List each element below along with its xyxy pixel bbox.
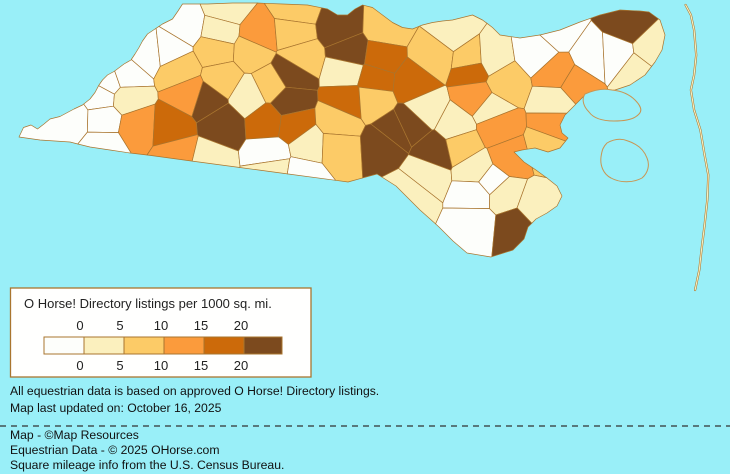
svg-text:Equestrian Data - © 2025 OHors: Equestrian Data - © 2025 OHorse.com	[10, 443, 220, 457]
svg-text:15: 15	[194, 358, 208, 373]
svg-text:Square mileage info from the U: Square mileage info from the U.S. Census…	[10, 458, 284, 472]
svg-text:20: 20	[234, 358, 248, 373]
svg-text:O Horse! Directory listings pe: O Horse! Directory listings per 1000 sq.…	[24, 296, 272, 311]
svg-text:All equestrian data is based o: All equestrian data is based on approved…	[10, 384, 379, 398]
svg-text:15: 15	[194, 318, 208, 333]
svg-text:5: 5	[116, 318, 123, 333]
svg-text:5: 5	[116, 358, 123, 373]
svg-text:10: 10	[154, 358, 168, 373]
svg-text:0: 0	[76, 358, 83, 373]
svg-text:20: 20	[234, 318, 248, 333]
svg-text:Map - ©Map Resources: Map - ©Map Resources	[10, 428, 139, 442]
svg-text:0: 0	[76, 318, 83, 333]
svg-text:10: 10	[154, 318, 168, 333]
svg-text:Map last updated on: October 1: Map last updated on: October 16, 2025	[10, 401, 222, 415]
